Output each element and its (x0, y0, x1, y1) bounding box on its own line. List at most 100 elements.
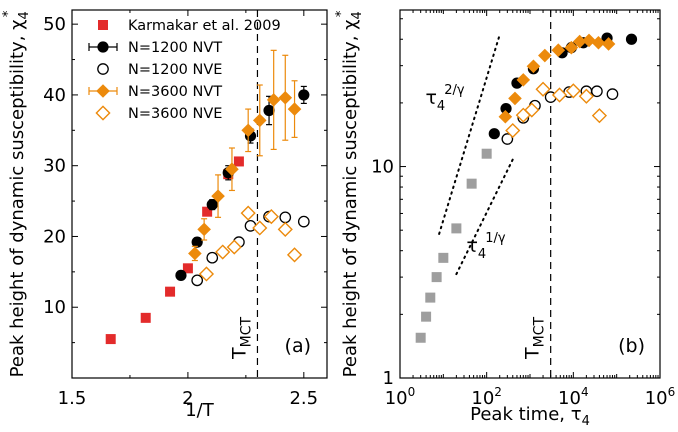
legend-label: N=1200 NVT (128, 40, 222, 56)
x-tick-label: 104 (558, 385, 589, 409)
x-tick-label: 2.5 (289, 388, 318, 409)
data-point (551, 87, 568, 103)
data-point (535, 81, 551, 97)
data-point (578, 88, 594, 104)
data-point (263, 209, 279, 225)
data-point (287, 102, 302, 116)
data-point (182, 263, 193, 274)
data-point (279, 211, 292, 224)
data-point (500, 102, 512, 115)
data-point (175, 269, 187, 281)
legend-marker (96, 84, 110, 98)
legend: Karmakar et al. 2009 N=1200 NVT N=1200 NVE… (88, 18, 281, 122)
legend-label: N=1200 NVE (128, 62, 222, 78)
data-point (233, 156, 244, 167)
data-point (466, 178, 477, 189)
y-axis-label: Peak height of dynamic susceptibility, χ… (1, 10, 32, 377)
data-point (431, 272, 442, 283)
data-point (188, 246, 202, 261)
data-point (266, 93, 281, 107)
x-axis-label: Peak time, τ4 (470, 404, 590, 429)
data-point (198, 266, 215, 282)
data-point (481, 148, 492, 159)
x-tick-label: 2 (182, 388, 193, 409)
data-point (197, 222, 211, 237)
data-point (421, 311, 432, 322)
legend-label: N=3600 NVE (128, 106, 222, 122)
data-point (564, 40, 579, 55)
data-point (625, 33, 638, 45)
series (498, 33, 616, 124)
data-point (278, 90, 293, 105)
data-point (505, 122, 521, 139)
data-point (572, 34, 587, 49)
legend-label: N=3600 NVT (128, 84, 222, 100)
x-tick-label: 1.5 (58, 388, 87, 409)
data-point (501, 133, 514, 145)
data-point (277, 221, 293, 237)
data-point (498, 109, 513, 124)
plot-frame (71, 9, 328, 379)
y-tick-label: 10 (43, 297, 66, 318)
series (188, 49, 302, 262)
x-axis-label: 1/T (185, 400, 215, 421)
data-point (298, 89, 310, 101)
data-point (508, 91, 522, 106)
data-point (241, 123, 255, 138)
data-point (297, 215, 310, 228)
data-point (551, 43, 566, 58)
data-point (226, 239, 242, 255)
data-point (165, 286, 176, 297)
data-point (215, 244, 231, 260)
x-tick-label: 106 (645, 385, 676, 409)
data-point (538, 48, 552, 63)
data-point (565, 83, 581, 99)
data-point (451, 223, 462, 234)
panel-label: (b) (618, 335, 645, 357)
data-point (252, 220, 268, 236)
data-point (425, 292, 436, 303)
data-point (206, 251, 219, 264)
data-point (252, 113, 267, 128)
data-point (438, 252, 449, 263)
x-tick-label: 100 (385, 385, 416, 409)
data-point (191, 274, 204, 287)
series (191, 210, 310, 287)
y-tick-label: 40 (43, 85, 66, 106)
data-point (206, 199, 218, 211)
series (198, 205, 303, 282)
data-point (140, 312, 151, 323)
legend-marker (95, 105, 111, 121)
data-point (225, 162, 239, 177)
data-point (211, 189, 225, 203)
data-point (601, 37, 616, 51)
data-point (524, 102, 540, 118)
y-tick-label: 10 (371, 157, 394, 178)
y-tick-label: 30 (43, 156, 66, 177)
data-point (488, 128, 500, 140)
guide-line (438, 33, 501, 235)
y-tick-label: 50 (43, 14, 66, 35)
panel-label: (a) (285, 335, 311, 357)
data-point (263, 104, 275, 117)
guide-label: τ42/γ (425, 83, 464, 114)
data-point (516, 73, 531, 87)
legend-marker (97, 41, 109, 53)
panel-a: 1.5 2 2.5 10 20 30 40 50 1/T Peak height of dynam… (1, 9, 328, 421)
tmct-label: TMCT (228, 317, 254, 360)
data-point (202, 206, 213, 217)
guide-label: τ41/γ (466, 231, 505, 262)
y-axis-label: Peak height of dynamic susceptibility, χ… (334, 10, 365, 377)
tmct-label: TMCT (522, 317, 548, 360)
data-point (582, 33, 596, 48)
data-point (191, 236, 203, 248)
data-point (591, 85, 603, 98)
data-point (526, 59, 541, 74)
y-tick-label: 1 (383, 368, 394, 389)
panel-b: 100 102 104 106 1 10 Peak time, τ4 Peak height … (334, 9, 676, 429)
data-point (286, 247, 303, 263)
x-tick-label: 102 (471, 385, 502, 409)
data-point (606, 88, 619, 100)
series (415, 148, 492, 343)
